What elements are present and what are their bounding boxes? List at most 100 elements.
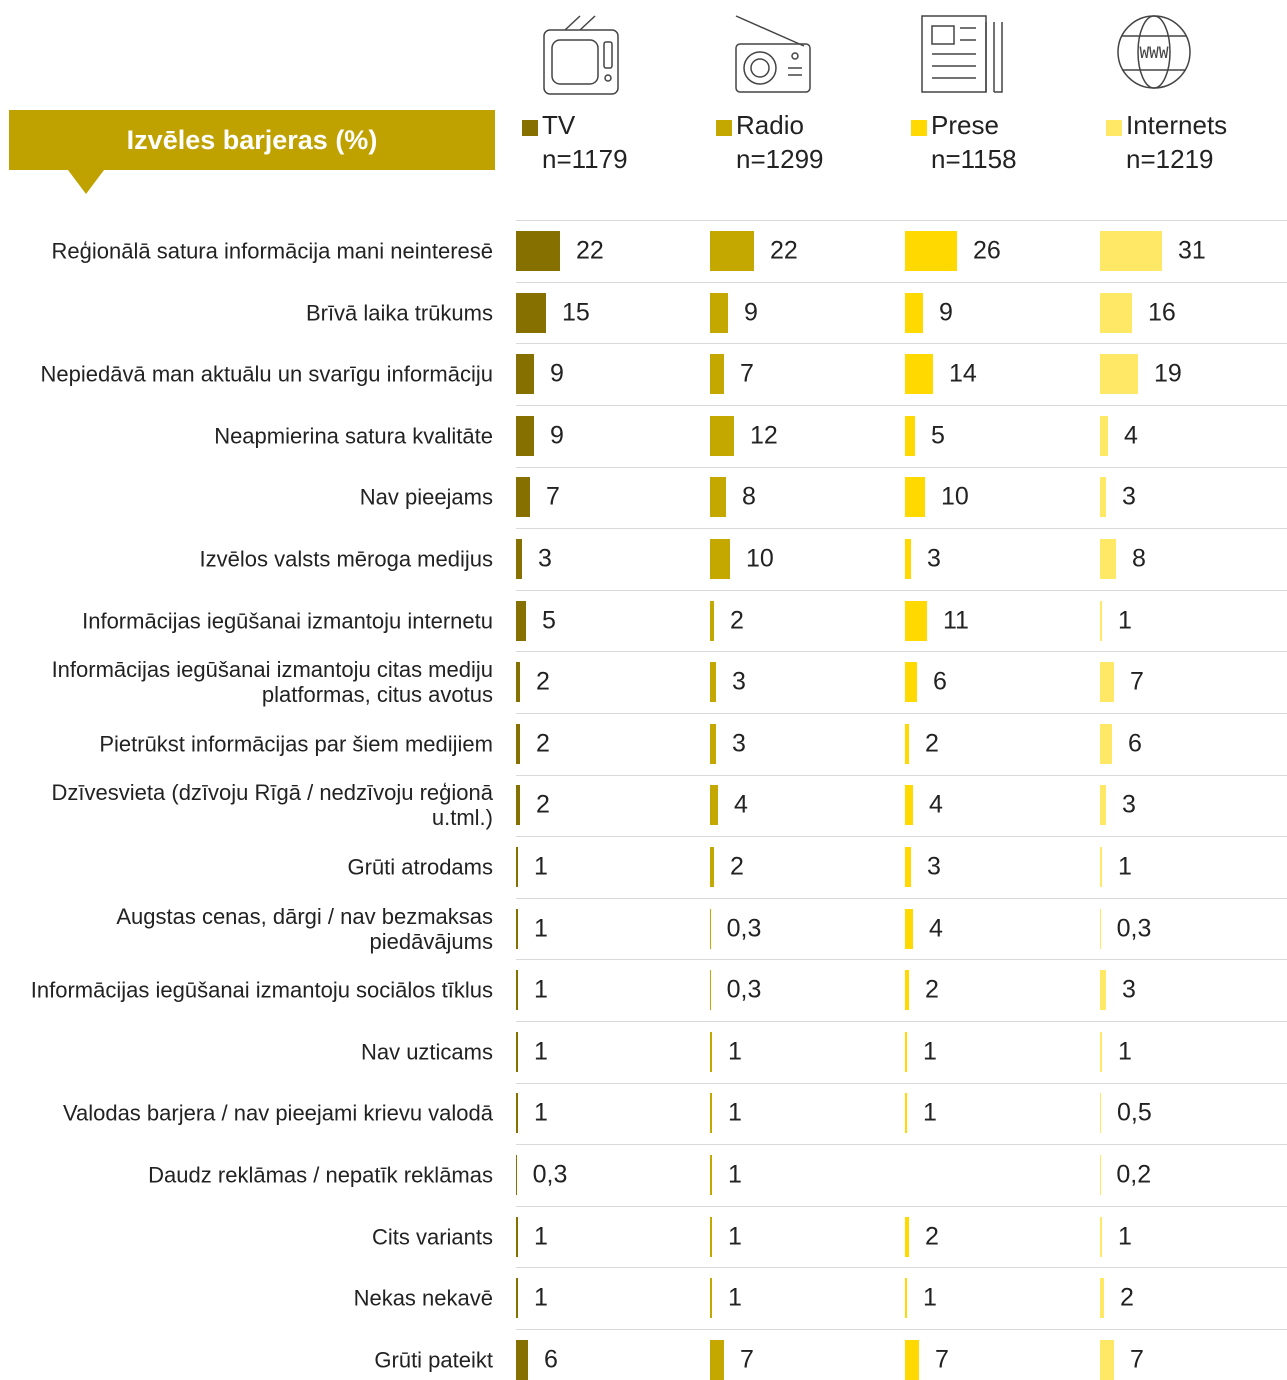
bar — [516, 724, 520, 764]
legend-swatch — [716, 120, 732, 136]
value-label: 7 — [1130, 668, 1144, 697]
legend-n: n=1158 — [931, 144, 1017, 175]
row-separator — [516, 775, 1287, 776]
bar — [905, 1032, 907, 1072]
bar — [710, 662, 716, 702]
value-label: 26 — [973, 237, 1001, 266]
category-label: Neapmierina satura kvalitāte — [8, 423, 493, 448]
value-label: 5 — [931, 421, 945, 450]
bar — [516, 1278, 518, 1318]
bar — [1100, 231, 1162, 271]
value-label: 1 — [534, 976, 548, 1005]
row-separator — [516, 713, 1287, 714]
bar — [905, 601, 927, 641]
value-label: 3 — [1122, 976, 1136, 1005]
bar — [516, 354, 534, 394]
row-separator — [516, 590, 1287, 591]
value-label: 22 — [576, 237, 604, 266]
row-separator — [516, 836, 1287, 837]
bar — [710, 847, 714, 887]
bar — [905, 1340, 919, 1380]
value-label: 4 — [1124, 421, 1138, 450]
category-label: Nepiedāvā man aktuālu un svarīgu informā… — [8, 362, 493, 387]
row-separator — [516, 1144, 1287, 1145]
bar — [516, 1340, 528, 1380]
value-label: 1 — [728, 1222, 742, 1251]
bar — [1100, 785, 1106, 825]
value-label: 2 — [730, 606, 744, 635]
bar — [516, 970, 518, 1010]
value-label: 2 — [925, 1222, 939, 1251]
value-label: 3 — [538, 545, 552, 574]
internet-icon: WWW — [1114, 12, 1198, 97]
value-label: 2 — [925, 729, 939, 758]
bar — [905, 1093, 907, 1133]
category-label: Valodas barjera / nav pieejami krievu va… — [8, 1101, 493, 1126]
value-label: 3 — [927, 853, 941, 882]
bar — [905, 970, 909, 1010]
bar — [516, 416, 534, 456]
row-separator — [516, 1206, 1287, 1207]
bar — [905, 354, 933, 394]
tv-icon — [540, 12, 620, 97]
category-label: Nav pieejams — [8, 485, 493, 510]
value-label: 1 — [923, 1037, 937, 1066]
legend-swatch — [522, 120, 538, 136]
value-label: 4 — [929, 914, 943, 943]
bar — [1100, 724, 1112, 764]
bar — [905, 1217, 909, 1257]
value-label: 1 — [534, 1099, 548, 1128]
bar — [710, 1340, 724, 1380]
value-label: 16 — [1148, 298, 1176, 327]
bar — [516, 1032, 518, 1072]
legend-label: Internets — [1126, 110, 1227, 141]
value-label: 0,3 — [1117, 914, 1152, 943]
row-separator — [516, 220, 1287, 221]
bar — [905, 231, 957, 271]
value-label: 1 — [923, 1099, 937, 1128]
bar — [1100, 1340, 1114, 1380]
title-arrow — [68, 170, 104, 194]
bar — [710, 231, 754, 271]
bar — [710, 1155, 712, 1195]
value-label: 0,3 — [727, 914, 762, 943]
value-label: 1 — [1118, 1037, 1132, 1066]
category-label: Informācijas iegūšanai izmantoju citas m… — [8, 657, 493, 707]
value-label: 1 — [534, 853, 548, 882]
bar — [1100, 416, 1108, 456]
bar — [516, 477, 530, 517]
bar — [905, 293, 923, 333]
bar — [1100, 293, 1132, 333]
value-label: 1 — [1118, 853, 1132, 882]
bar — [1100, 970, 1106, 1010]
value-label: 2 — [536, 791, 550, 820]
category-label: Pietrūkst informācijas par šiem medijiem — [8, 731, 493, 756]
value-label: 4 — [734, 791, 748, 820]
bar — [516, 662, 520, 702]
value-label: 3 — [1122, 483, 1136, 512]
value-label: 9 — [550, 360, 564, 389]
bar — [710, 970, 711, 1010]
bar — [710, 909, 711, 949]
bar — [1100, 847, 1102, 887]
value-label: 10 — [746, 545, 774, 574]
category-label: Informācijas iegūšanai izmantoju interne… — [8, 608, 493, 633]
svg-text:WWW: WWW — [1140, 43, 1169, 62]
category-label: Nav uzticams — [8, 1039, 493, 1064]
value-label: 8 — [1132, 545, 1146, 574]
bar — [905, 416, 915, 456]
legend-label: Radio — [736, 110, 804, 141]
bar — [516, 909, 518, 949]
legend-n: n=1179 — [542, 144, 628, 175]
bar — [516, 1155, 517, 1195]
category-label: Izvēlos valsts mēroga medijus — [8, 547, 493, 572]
value-label: 1 — [534, 914, 548, 943]
legend-label: Prese — [931, 110, 999, 141]
value-label: 22 — [770, 237, 798, 266]
value-label: 9 — [550, 421, 564, 450]
bar — [516, 539, 522, 579]
value-label: 3 — [927, 545, 941, 574]
value-label: 1 — [728, 1161, 742, 1190]
row-separator — [516, 1267, 1287, 1268]
value-label: 1 — [534, 1037, 548, 1066]
